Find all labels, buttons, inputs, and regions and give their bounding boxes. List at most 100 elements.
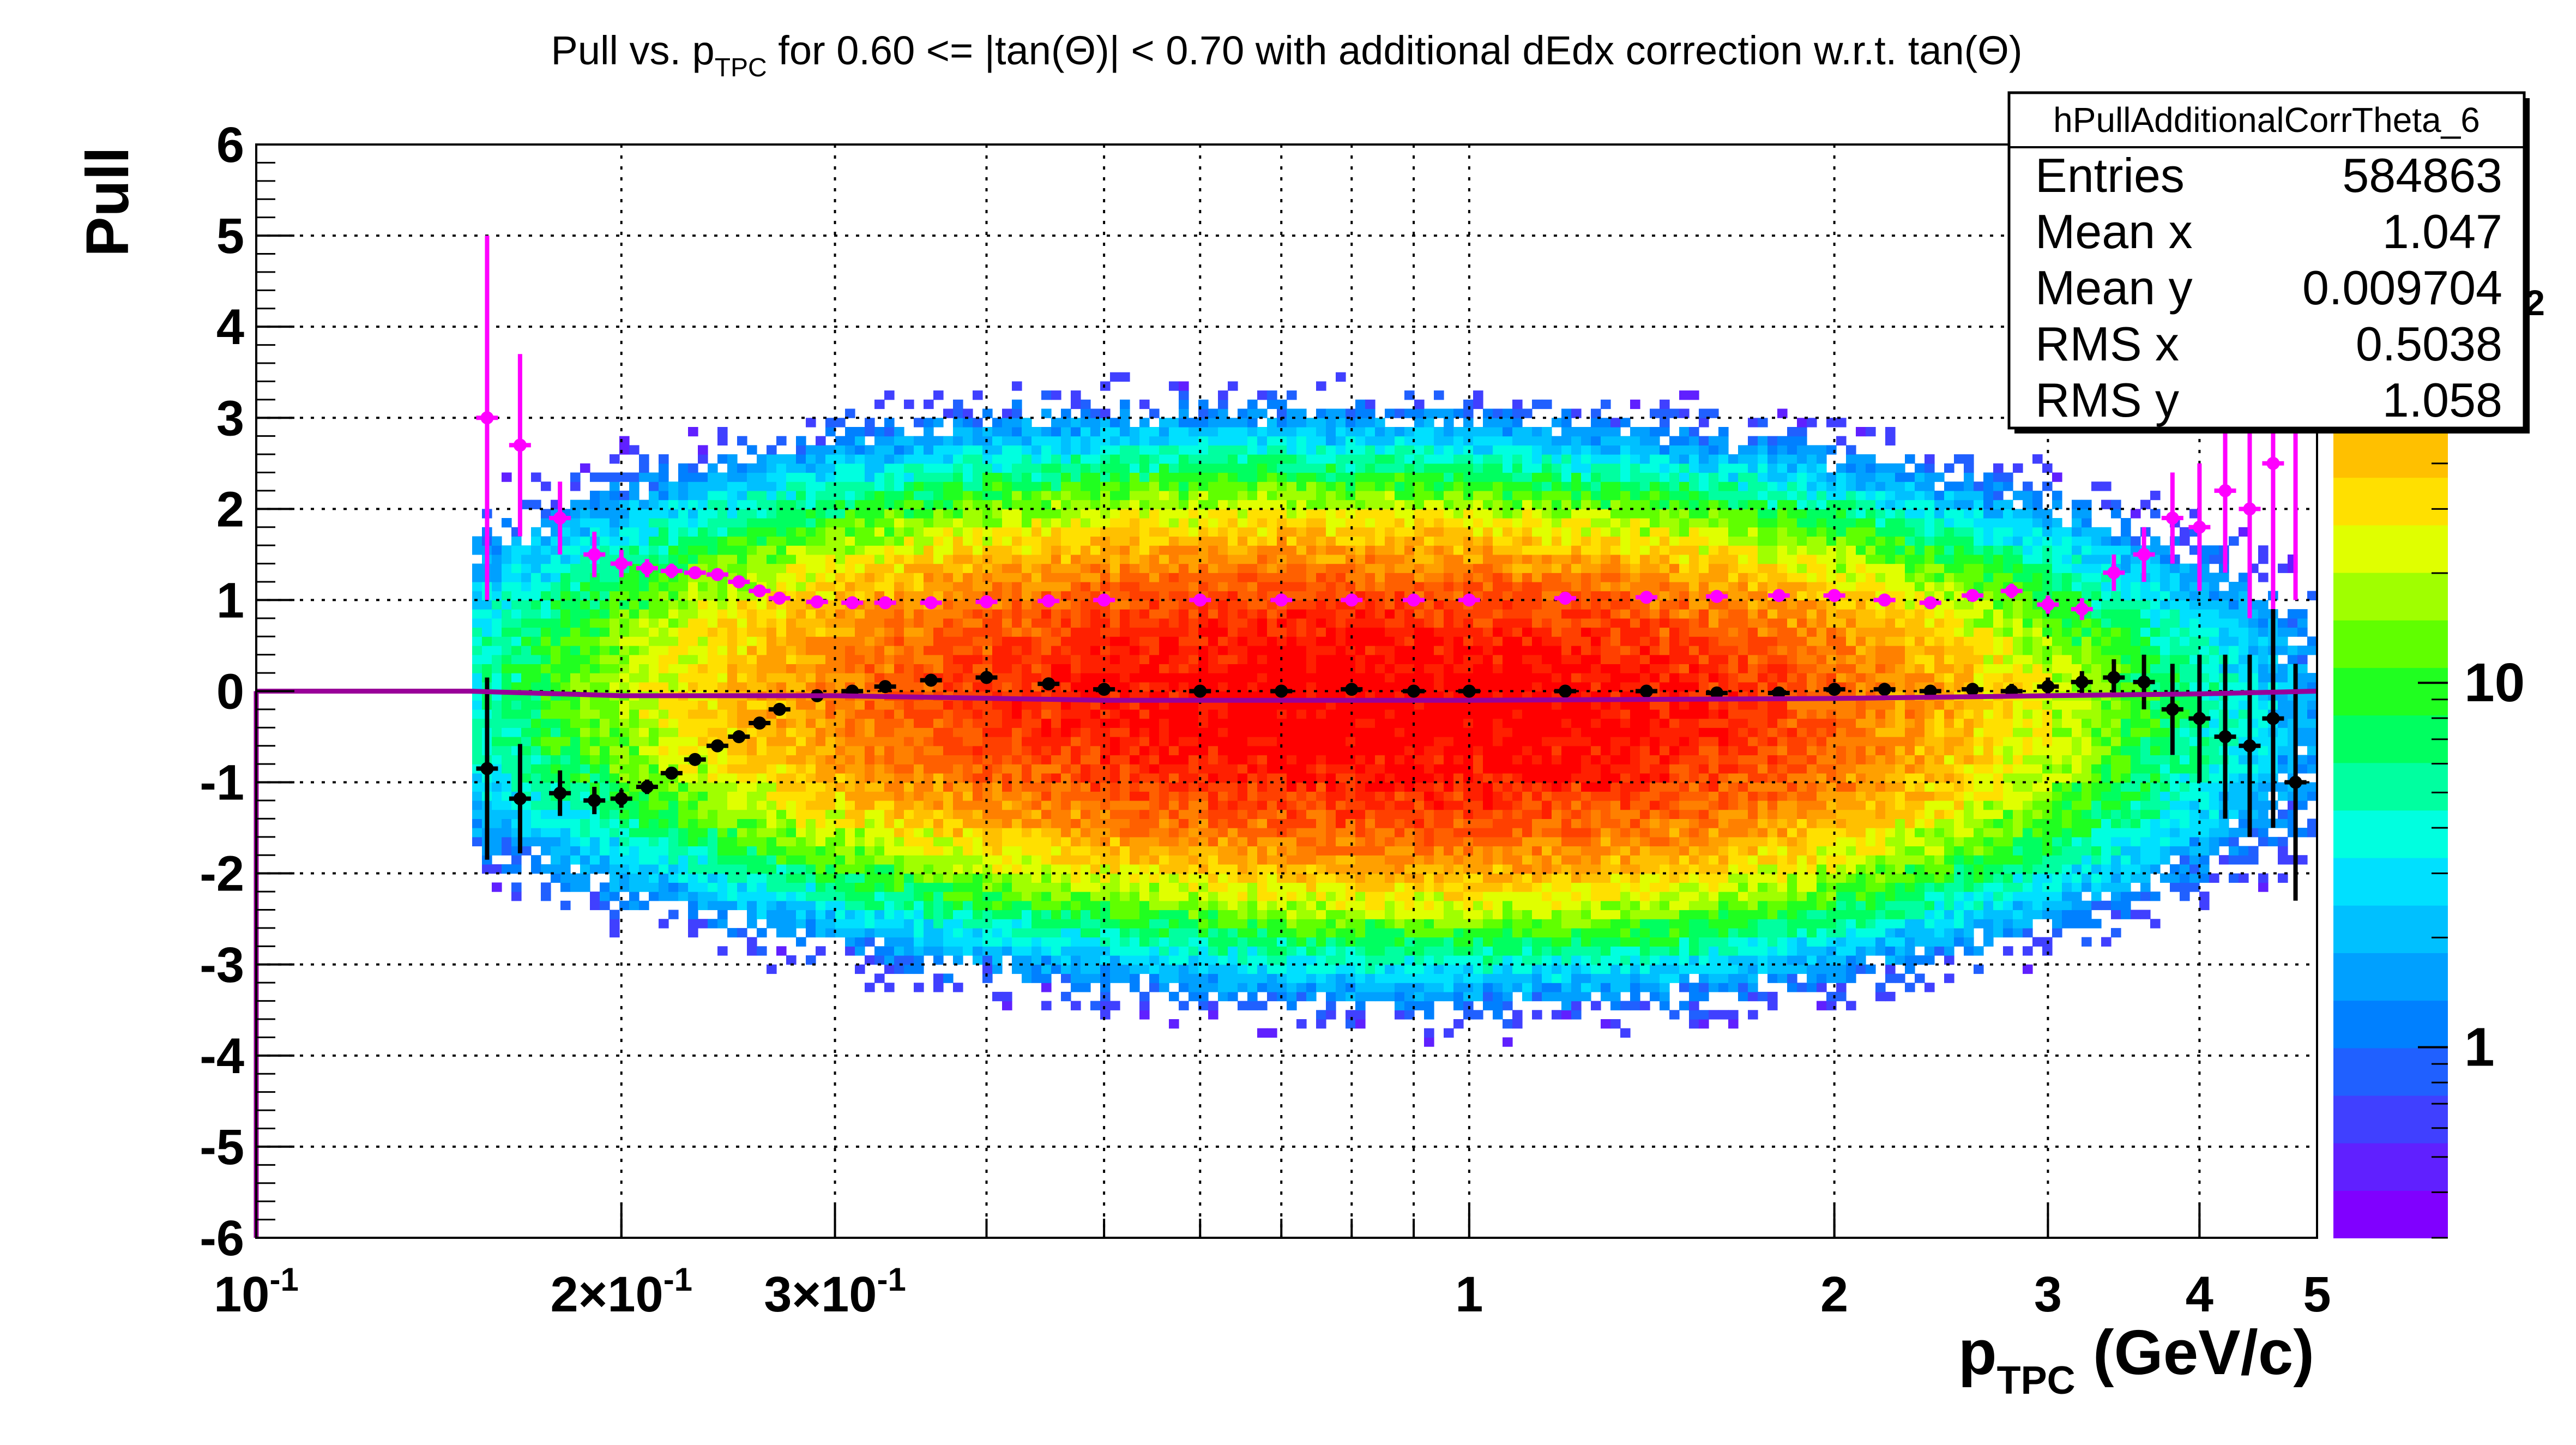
heatmap-cell — [894, 582, 904, 592]
heatmap-cell — [521, 718, 532, 728]
heatmap-cell — [570, 509, 581, 519]
heatmap-cell — [511, 627, 522, 637]
heatmap-cell — [884, 873, 895, 883]
heatmap-cell — [865, 718, 875, 728]
heatmap-cell — [806, 855, 816, 865]
heatmap-cell — [1120, 900, 1130, 911]
heatmap-cell — [1208, 828, 1218, 838]
heatmap-cell — [1130, 737, 1140, 746]
heatmap-cell — [659, 709, 669, 719]
heatmap-cell — [1277, 563, 1287, 573]
heatmap-cell — [1012, 427, 1022, 437]
heatmap-cell — [786, 573, 797, 582]
heatmap-cell — [1041, 727, 1052, 737]
heatmap-cell — [1051, 873, 1061, 883]
heatmap-cell — [717, 527, 728, 537]
heatmap-cell — [1247, 573, 1258, 582]
heatmap-cell — [688, 836, 698, 847]
heatmap-cell — [531, 836, 541, 847]
heatmap-cell — [570, 836, 581, 847]
heatmap-cell — [776, 518, 787, 528]
heatmap-cell — [1041, 737, 1052, 746]
heatmap-cell — [659, 800, 669, 810]
heatmap-cell — [1090, 700, 1101, 710]
heatmap-cell — [933, 463, 944, 473]
heatmap-cell — [580, 636, 590, 646]
heatmap-cell — [1051, 509, 1061, 519]
heatmap-cell — [1100, 463, 1111, 473]
heatmap-cell — [825, 773, 836, 783]
heatmap-cell — [1071, 536, 1081, 546]
heatmap-cell — [1228, 946, 1238, 956]
heatmap-cell — [933, 818, 944, 828]
heatmap-cell — [894, 664, 904, 673]
heatmap-cell — [521, 636, 532, 646]
heatmap-cell — [619, 737, 630, 746]
heatmap-cell — [865, 527, 875, 537]
heatmap-cell — [845, 946, 855, 956]
heatmap-cell — [1247, 436, 1258, 445]
heatmap-cell — [904, 964, 914, 974]
heatmap-cell — [1090, 408, 1101, 418]
heatmap-cell — [1316, 745, 1326, 756]
heatmap-cell — [1002, 554, 1012, 564]
heatmap-cell — [698, 864, 708, 874]
heatmap-cell — [1100, 900, 1111, 911]
heatmap-cell — [1022, 755, 1032, 764]
heatmap-cell — [1002, 791, 1012, 801]
heatmap-cell — [1012, 836, 1022, 847]
heatmap-cell — [727, 591, 738, 600]
heatmap-cell — [963, 436, 973, 445]
heatmap-cell — [698, 727, 708, 737]
heatmap-cell — [639, 627, 649, 637]
heatmap-cell — [708, 509, 718, 519]
heatmap-cell — [973, 509, 983, 519]
heatmap-cell — [796, 937, 806, 947]
heatmap-cell — [796, 591, 806, 600]
heatmap-cell — [973, 873, 983, 883]
heatmap-cell — [825, 846, 836, 856]
heatmap-cell — [914, 836, 924, 847]
heatmap-cell — [835, 836, 846, 847]
heatmap-cell — [1149, 673, 1160, 683]
heatmap-cell — [717, 654, 728, 664]
heatmap-cell — [1218, 399, 1228, 410]
heatmap-cell — [1130, 800, 1140, 810]
heatmap-cell — [1081, 509, 1091, 519]
heatmap-cell — [747, 828, 757, 838]
heatmap-cell — [1247, 919, 1258, 929]
heatmap-cell — [502, 545, 512, 555]
heatmap-cell — [727, 928, 738, 938]
heatmap-cell — [1149, 627, 1160, 637]
heatmap-cell — [541, 809, 551, 819]
heatmap-cell — [1257, 527, 1268, 537]
heatmap-cell — [482, 855, 492, 865]
heatmap-cell — [1287, 882, 1297, 892]
heatmap-cell — [992, 509, 1003, 519]
heatmap-cell — [1041, 490, 1052, 501]
heatmap-cell — [1022, 782, 1032, 792]
heatmap-cell — [1287, 636, 1297, 646]
heatmap-cell — [816, 454, 826, 464]
heatmap-cell — [688, 481, 698, 491]
heatmap-cell — [610, 882, 620, 892]
heatmap-cell — [639, 864, 649, 874]
heatmap-cell — [796, 900, 806, 911]
heatmap-cell — [1169, 664, 1179, 673]
heatmap-cell — [806, 518, 816, 528]
heatmap-cell — [1110, 737, 1120, 746]
heatmap-cell — [1179, 1001, 1189, 1010]
heatmap-cell — [757, 527, 767, 537]
heatmap-cell — [776, 892, 787, 901]
heatmap-cell — [933, 828, 944, 838]
heatmap-cell — [1267, 463, 1277, 473]
heatmap-cell — [757, 873, 767, 883]
heatmap-cell — [551, 700, 561, 710]
heatmap-cell — [1100, 618, 1111, 628]
heatmap-cell — [904, 509, 914, 519]
heatmap-cell — [717, 646, 728, 655]
heatmap-cell — [973, 764, 983, 774]
heatmap-cell — [884, 773, 895, 783]
heatmap-cell — [914, 791, 924, 801]
heatmap-cell — [1238, 664, 1248, 673]
